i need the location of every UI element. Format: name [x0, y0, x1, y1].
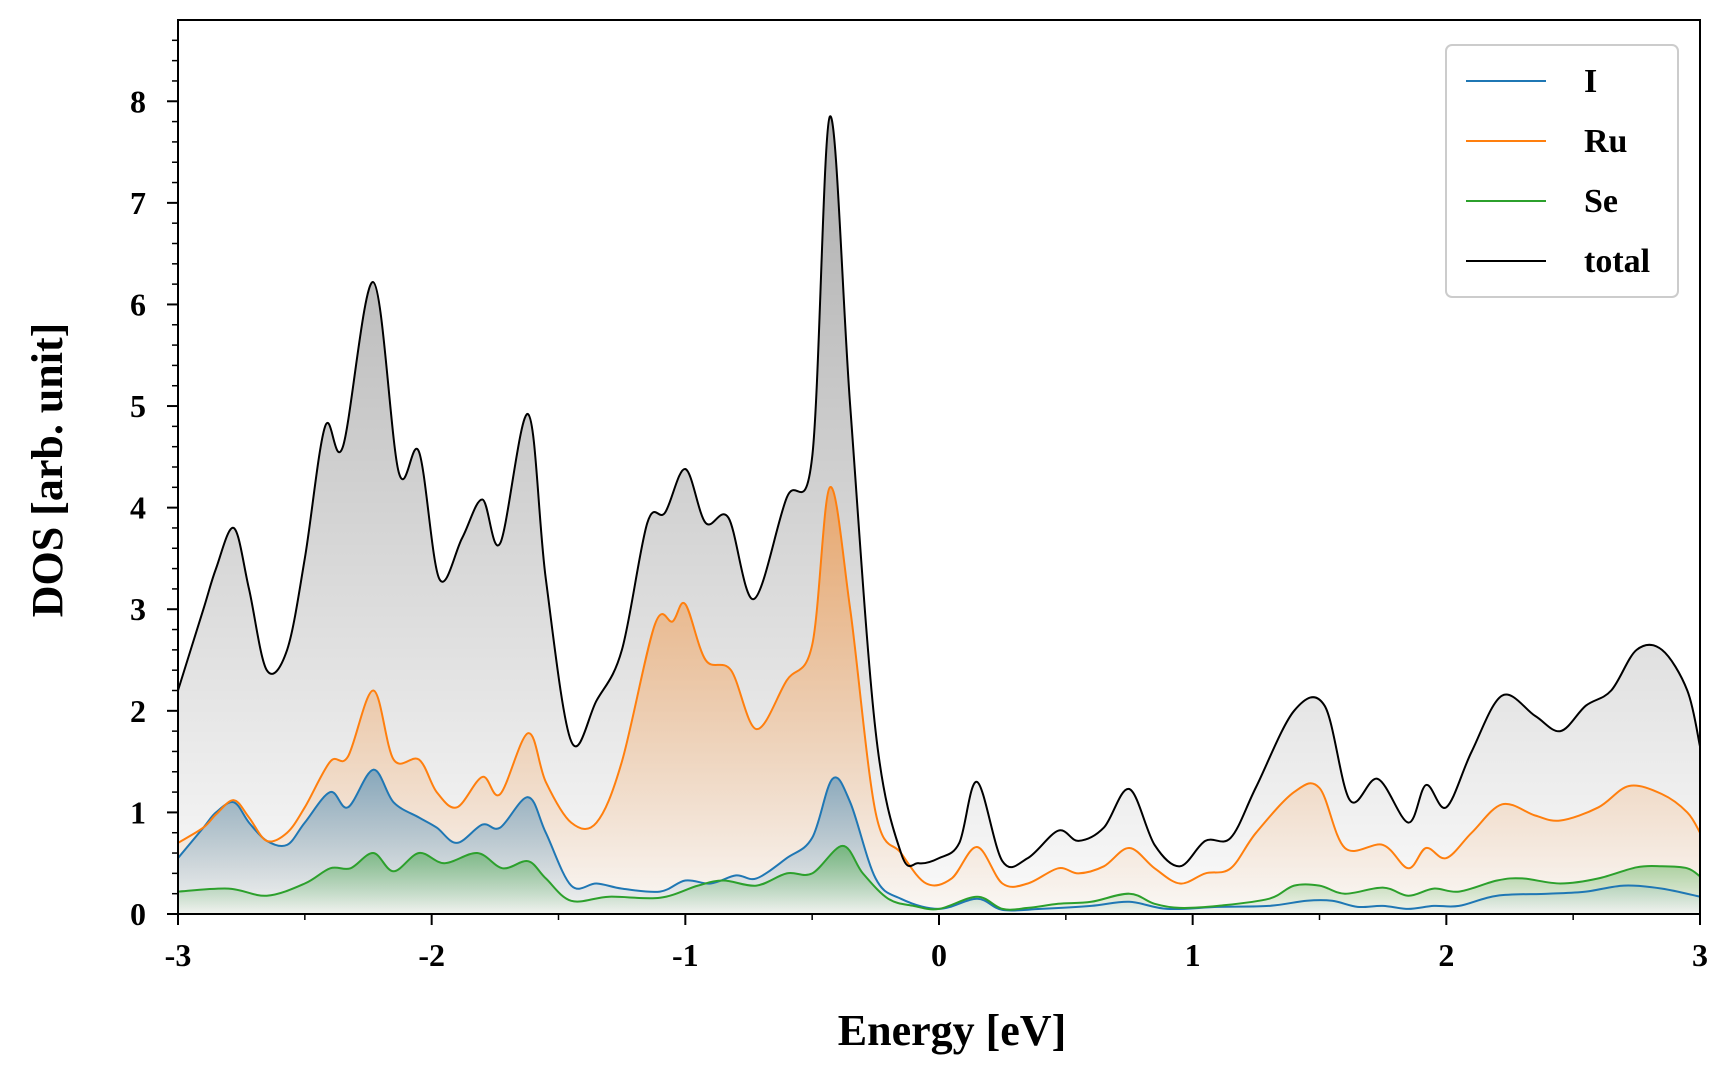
line-ru — [178, 486, 1700, 888]
fill-total — [178, 116, 1700, 914]
x-tick-label: -2 — [418, 937, 445, 973]
x-tick-label: -1 — [672, 937, 699, 973]
x-tick-label: 0 — [931, 937, 947, 973]
y-tick-label: 0 — [130, 896, 146, 932]
fill-i — [178, 769, 1700, 914]
y-tick-label: 1 — [130, 794, 146, 830]
axes: -3 -2 -1 0 1 2 3 0 1 2 3 4 5 6 7 8 — [130, 19, 1708, 973]
x-axis-label: Energy [eV] — [838, 1006, 1067, 1055]
y-axis-label: DOS [arb. unit] — [23, 323, 72, 618]
x-tick-label: -3 — [165, 937, 192, 973]
line-i — [178, 768, 1700, 912]
legend-label-se: Se — [1584, 183, 1618, 220]
line-se — [178, 844, 1700, 911]
x-tick-label: 1 — [1185, 937, 1201, 973]
y-tick-label: 8 — [130, 83, 146, 119]
line-total — [178, 115, 1700, 869]
series-lines — [178, 115, 1700, 912]
y-tick-label: 4 — [130, 490, 146, 526]
y-tick-label: 6 — [130, 286, 146, 322]
y-tick-label: 3 — [130, 591, 146, 627]
x-tick-label: 2 — [1438, 937, 1454, 973]
fill-se — [178, 845, 1700, 914]
y-tick-label: 5 — [130, 388, 146, 424]
legend-box — [1445, 44, 1679, 298]
legend: I Ru Se total — [1445, 44, 1679, 298]
legend-label-total: total — [1584, 243, 1650, 280]
y-tick-label: 7 — [130, 185, 146, 221]
x-tick-label: 3 — [1692, 937, 1708, 973]
legend-label-i: I — [1584, 63, 1597, 100]
y-tick-label: 2 — [130, 693, 146, 729]
legend-label-ru: Ru — [1584, 123, 1627, 160]
